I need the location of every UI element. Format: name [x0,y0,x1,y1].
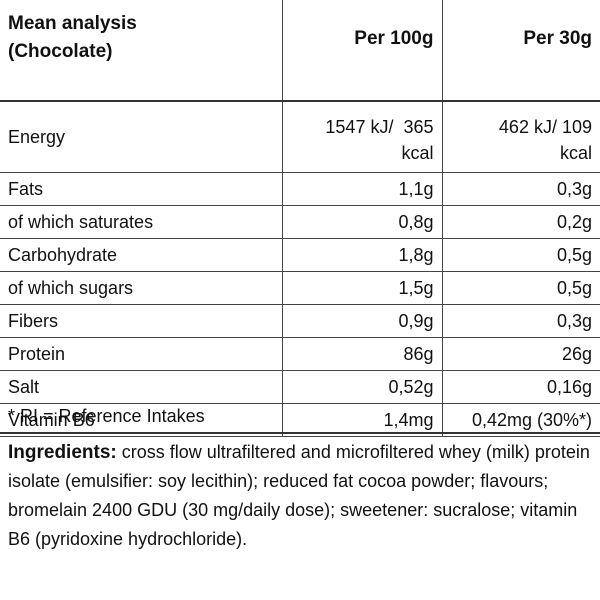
ingredients-text: Ingredients: cross flow ultrafiltered an… [8,438,593,554]
row-per-100g: 1,4mg [281,403,442,437]
energy-per-100g-line2: kcal [401,143,434,163]
section-divider [0,432,600,434]
table-row-energy: Energy 1547 kJ/ 365 kcal 462 kJ/ 109 kca… [0,101,600,173]
table-row: of which sugars 1,5g 0,5g [0,271,600,305]
table-row: Vitamin B6 1,4mg 0,42mg (30%*) [0,403,600,437]
table-row: Fats 1,1g 0,3g [0,172,600,206]
row-per-30g: 0,16g [441,370,600,404]
table-row: Fibers 0,9g 0,3g [0,304,600,338]
header-label-line2: (Chocolate) [8,41,113,62]
reference-intakes-footnote: * RI = Reference Intakes [8,406,205,426]
energy-per-100g: 1547 kJ/ 365 kcal [281,101,442,173]
row-label: Carbohydrate [0,238,282,272]
row-per-100g: 1,5g [281,271,442,305]
row-label: Energy [0,101,282,173]
row-per-30g: 0,2g [441,205,600,239]
row-per-30g: 0,3g [441,304,600,338]
energy-per-100g-line1: 1547 kJ/ 365 [325,117,434,137]
row-label: of which saturates [0,205,282,239]
nutrition-table: Mean analysis (Chocolate) Per 100g Per 3… [0,0,600,437]
table-header-row: Mean analysis (Chocolate) Per 100g Per 3… [0,0,600,101]
row-label: Salt [0,370,282,404]
table-row: Salt 0,52g 0,16g [0,370,600,404]
row-per-30g: 26g [441,337,600,371]
row-per-100g: 1,1g [281,172,442,206]
row-per-30g: 0,5g [441,238,600,272]
ingredients-list: cross flow ultrafiltered and microfilter… [8,442,590,549]
energy-per-30g-line2: kcal [559,143,592,163]
row-per-100g: 0,9g [281,304,442,338]
ingredients-heading: Ingredients: [8,442,117,463]
header-per-100g: Per 100g [281,0,442,101]
row-per-100g: 86g [281,337,442,371]
row-label: Fats [0,172,282,206]
table-row: Protein 86g 26g [0,337,600,371]
energy-per-30g-line1: 462 kJ/ 109 [498,117,592,137]
row-per-100g: 0,52g [281,370,442,404]
header-per-30g: Per 30g [441,0,600,101]
row-per-30g: 0,5g [441,271,600,305]
row-label: of which sugars [0,271,282,305]
row-label: Fibers [0,304,282,338]
header-label: Mean analysis (Chocolate) [0,0,282,101]
table-row: of which saturates 0,8g 0,2g [0,205,600,239]
row-per-100g: 1,8g [281,238,442,272]
row-label: Vitamin B6 [0,403,282,437]
row-per-100g: 0,8g [281,205,442,239]
row-per-30g: 0,42mg (30%*) [441,403,600,437]
energy-per-30g: 462 kJ/ 109 kcal [441,101,600,173]
header-label-line1: Mean analysis [8,13,137,34]
row-per-30g: 0,3g [441,172,600,206]
row-label: Protein [0,337,282,371]
table-row: Carbohydrate 1,8g 0,5g [0,238,600,272]
